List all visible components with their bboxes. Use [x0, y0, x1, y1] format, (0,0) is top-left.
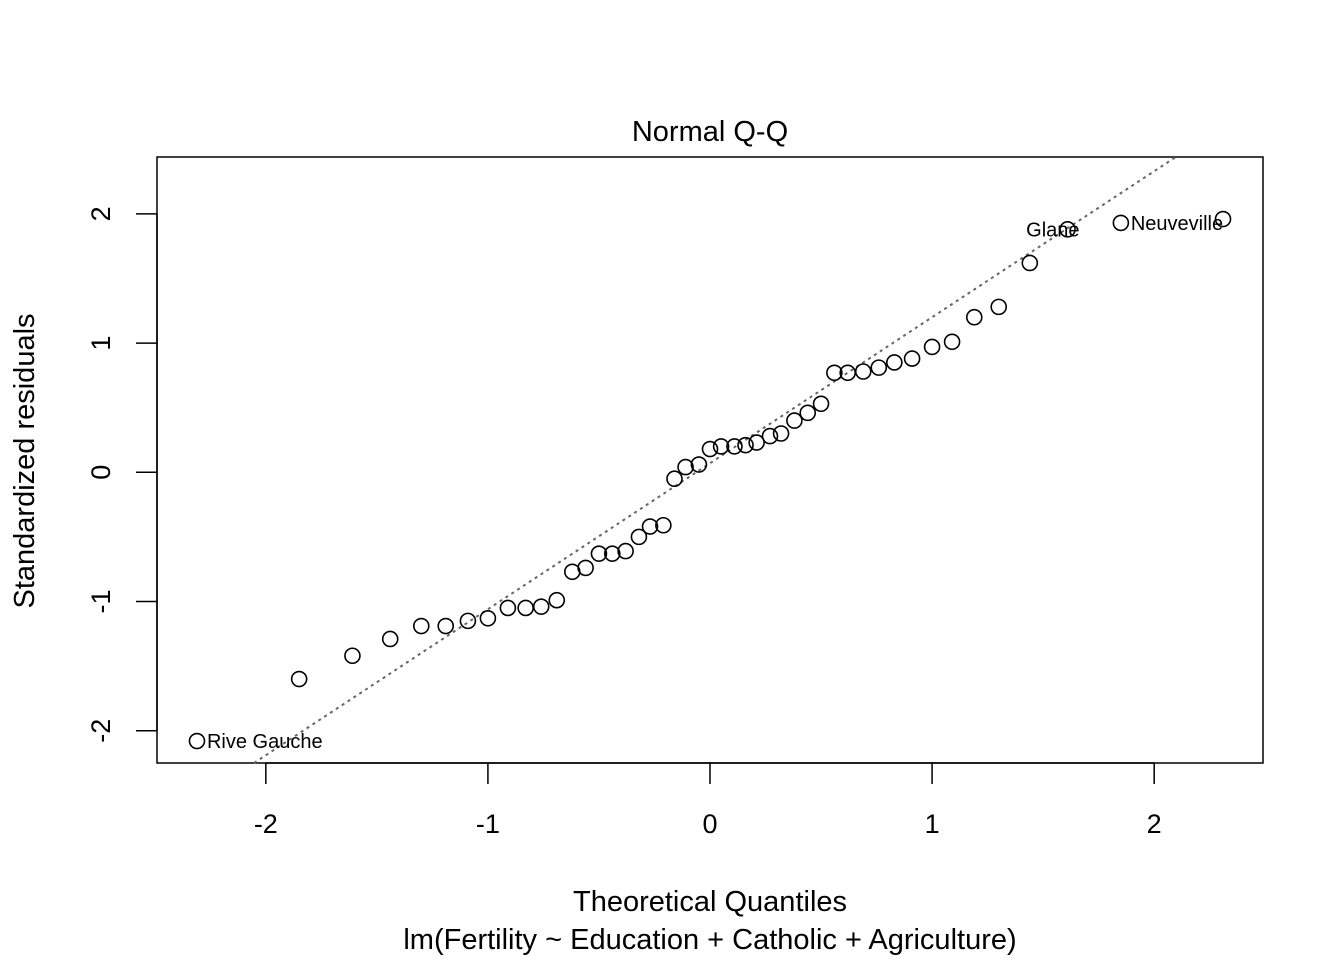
data-point	[517, 599, 534, 617]
data-point	[437, 617, 455, 635]
x-tick-label: 0	[702, 809, 717, 839]
data-point	[655, 516, 672, 534]
data-point	[812, 395, 830, 413]
data-point	[344, 647, 361, 665]
y-axis: -2 -1 0 1 2	[86, 206, 158, 743]
data-point	[903, 350, 921, 367]
data-point	[1112, 214, 1130, 232]
chart-subtitle: lm(Fertility ~ Education + Catholic + Ag…	[403, 924, 1016, 956]
data-point	[799, 404, 817, 422]
data-point	[548, 591, 566, 609]
data-point	[726, 438, 743, 455]
data-point	[854, 363, 872, 380]
data-point	[965, 308, 983, 326]
data-point	[603, 545, 621, 562]
data-point	[381, 630, 399, 648]
y-tick-label: 1	[86, 336, 116, 351]
data-point	[1021, 254, 1039, 272]
data-point	[499, 599, 517, 617]
data-point	[290, 670, 308, 688]
points-layer	[188, 210, 1232, 750]
y-tick-label: -2	[86, 719, 116, 743]
point-label: Glane	[1026, 219, 1079, 241]
data-point	[737, 436, 754, 454]
data-point	[923, 338, 941, 356]
point-label: Neuveville	[1131, 213, 1223, 235]
x-tick-label: -1	[476, 809, 500, 839]
data-point	[677, 458, 694, 476]
x-axis-title: Theoretical Quantiles	[573, 886, 847, 918]
data-point	[188, 732, 206, 750]
data-point	[786, 412, 803, 429]
x-tick-label: 1	[925, 809, 940, 839]
x-tick-label: -2	[254, 809, 278, 839]
data-point	[748, 434, 765, 451]
data-point	[666, 470, 683, 488]
data-point	[772, 425, 790, 442]
data-point	[761, 427, 779, 445]
qq-reference-line	[253, 156, 1177, 764]
chart-title: Normal Q-Q	[632, 116, 788, 148]
data-point	[641, 518, 659, 535]
x-axis: -2 -1 0 1 2	[254, 762, 1162, 839]
data-point	[701, 440, 719, 458]
data-point	[712, 438, 730, 455]
data-point	[532, 598, 550, 615]
data-point	[479, 609, 497, 627]
reference-line-layer	[253, 156, 1177, 764]
data-point	[990, 298, 1008, 316]
data-point	[870, 359, 888, 376]
data-point	[826, 364, 843, 382]
data-point	[459, 612, 477, 630]
x-tick-label: 2	[1147, 809, 1162, 839]
point-labels-layer: Rive Gauche Glane Neuveville	[207, 213, 1223, 753]
data-point	[577, 559, 594, 577]
data-point	[630, 528, 648, 546]
y-tick-label: -1	[86, 589, 116, 613]
data-point	[886, 354, 903, 371]
y-tick-label: 2	[86, 206, 116, 221]
data-point	[943, 333, 961, 351]
data-point	[690, 456, 708, 473]
data-point	[1059, 221, 1076, 238]
point-label: Rive Gauche	[207, 731, 323, 753]
plot-frame	[156, 156, 1264, 764]
y-axis-title: Standardized residuals	[9, 313, 41, 608]
data-point	[617, 542, 634, 560]
data-point	[590, 545, 608, 562]
data-point	[1214, 210, 1232, 228]
data-point	[412, 617, 430, 635]
y-tick-label: 0	[86, 465, 116, 480]
